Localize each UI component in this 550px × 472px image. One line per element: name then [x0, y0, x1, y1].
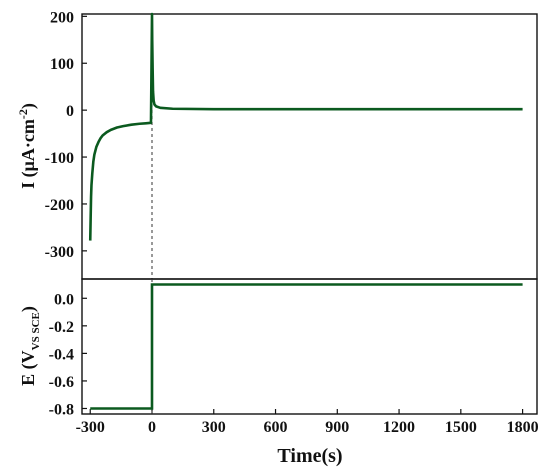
current-series-line — [88, 12, 523, 241]
x-axis: -300 0 300 600 900 1200 1500 1800 — [76, 409, 539, 436]
top-y-tick-label: -300 — [45, 244, 74, 261]
bottom-plot-frame — [81, 278, 538, 415]
top-y-axis: 200 100 0 -100 -200 -300 — [45, 9, 87, 261]
bottom-panel: 0.0 -0.2 -0.4 -0.6 -0.8 -300 0 300 600 900 1200 15… — [18, 278, 539, 467]
potential-series-line — [90, 283, 523, 410]
top-y-tick-label: 0 — [66, 103, 74, 120]
x-tick-label: 300 — [202, 419, 226, 436]
bottom-y-tick-label: -0.8 — [49, 401, 74, 418]
bottom-y-tick-label: 0.0 — [54, 291, 74, 308]
top-y-tick-label: 200 — [50, 9, 74, 26]
top-panel: 200 100 0 -100 -200 -300 I (μA·cm-2) — [16, 9, 538, 280]
top-y-tick-label: -100 — [45, 150, 74, 167]
bottom-y-axis: 0.0 -0.2 -0.4 -0.6 -0.8 — [49, 291, 87, 418]
x-tick-label: 1500 — [445, 419, 477, 436]
bottom-y-tick-label: -0.4 — [49, 346, 74, 363]
top-y-tick-label: 100 — [50, 56, 74, 73]
bottom-y-tick-label: -0.2 — [49, 319, 74, 336]
x-tick-label: 0 — [148, 419, 156, 436]
x-tick-label: 900 — [325, 419, 349, 436]
x-tick-label: 1800 — [507, 419, 539, 436]
bottom-y-tick-label: -0.6 — [49, 374, 74, 391]
x-tick-label: 600 — [264, 419, 288, 436]
top-y-axis-label: I (μA·cm-2) — [16, 103, 39, 189]
x-axis-label: Time(s) — [277, 445, 342, 467]
x-tick-label: -300 — [76, 419, 105, 436]
bottom-y-axis-label: E (VVS SCE) — [18, 306, 42, 386]
top-plot-frame — [81, 13, 538, 280]
x-tick-label: 1200 — [383, 419, 415, 436]
top-y-tick-label: -200 — [45, 197, 74, 214]
